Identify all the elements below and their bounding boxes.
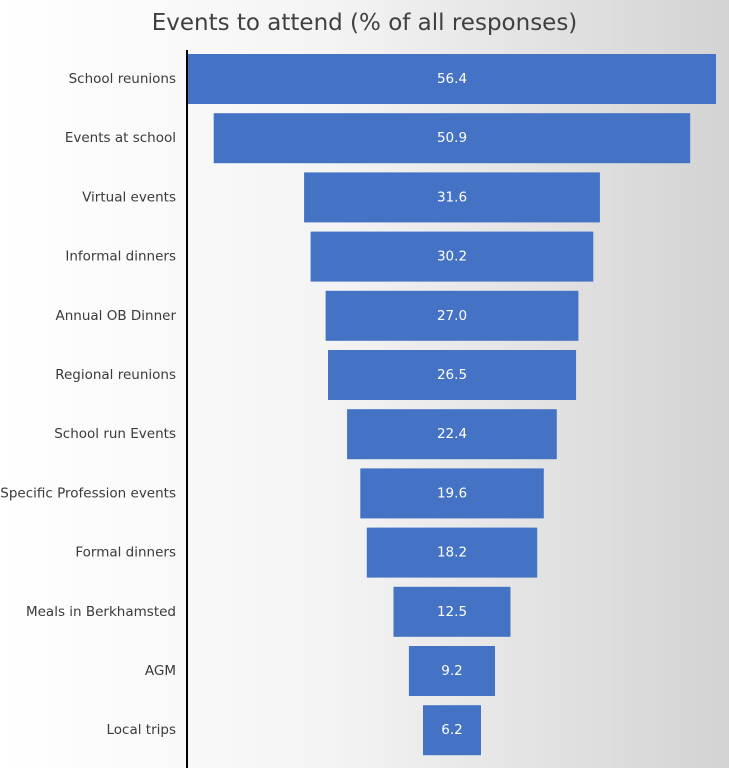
funnel-bar: [188, 54, 716, 104]
bar-value-label: 12.5: [437, 604, 467, 620]
bar-value-label: 9.2: [441, 663, 462, 679]
category-tick-label: Regional reunions: [55, 367, 176, 383]
category-tick-label: School run Events: [54, 426, 176, 442]
bar-value-label: 50.9: [437, 130, 467, 146]
bar-value-label: 27.0: [437, 308, 467, 324]
bar-value-label: 19.6: [437, 485, 467, 501]
bar-value-label: 18.2: [437, 545, 467, 561]
funnel-bar: [213, 113, 691, 164]
bar-value-label: 26.5: [437, 367, 467, 383]
bar-value-label: 22.4: [437, 426, 467, 442]
funnel-bar: [366, 527, 538, 578]
bar-value-label: 30.2: [437, 249, 467, 265]
funnel-bar: [408, 646, 495, 696]
category-tick-label: Local trips: [107, 722, 176, 738]
funnel-bar: [347, 409, 557, 460]
category-tick-label: Virtual events: [82, 189, 176, 205]
category-tick-label: Formal dinners: [75, 545, 176, 561]
funnel-bar: [325, 290, 579, 341]
category-tick-label: Events at school: [65, 130, 176, 146]
funnel-bar: [328, 350, 577, 400]
funnel-bar: [423, 705, 481, 756]
funnel-bar: [310, 231, 594, 282]
category-tick-label: School reunions: [69, 71, 176, 87]
funnel-bar: [304, 172, 600, 223]
category-tick-label: Annual OB Dinner: [55, 308, 176, 324]
funnel-bar: [393, 586, 511, 637]
category-tick-label: Meals in Berkhamsted: [26, 604, 176, 620]
chart-title: Events to attend (% of all responses): [151, 10, 578, 36]
bar-value-label: 56.4: [437, 71, 467, 87]
category-tick-label: Informal dinners: [65, 249, 176, 265]
category-tick-label: Specific Profession events: [0, 485, 176, 501]
funnel-bar: [360, 468, 544, 519]
category-tick-label: AGM: [145, 663, 176, 679]
bar-value-label: 31.6: [437, 189, 467, 205]
bar-value-label: 6.2: [441, 722, 462, 738]
